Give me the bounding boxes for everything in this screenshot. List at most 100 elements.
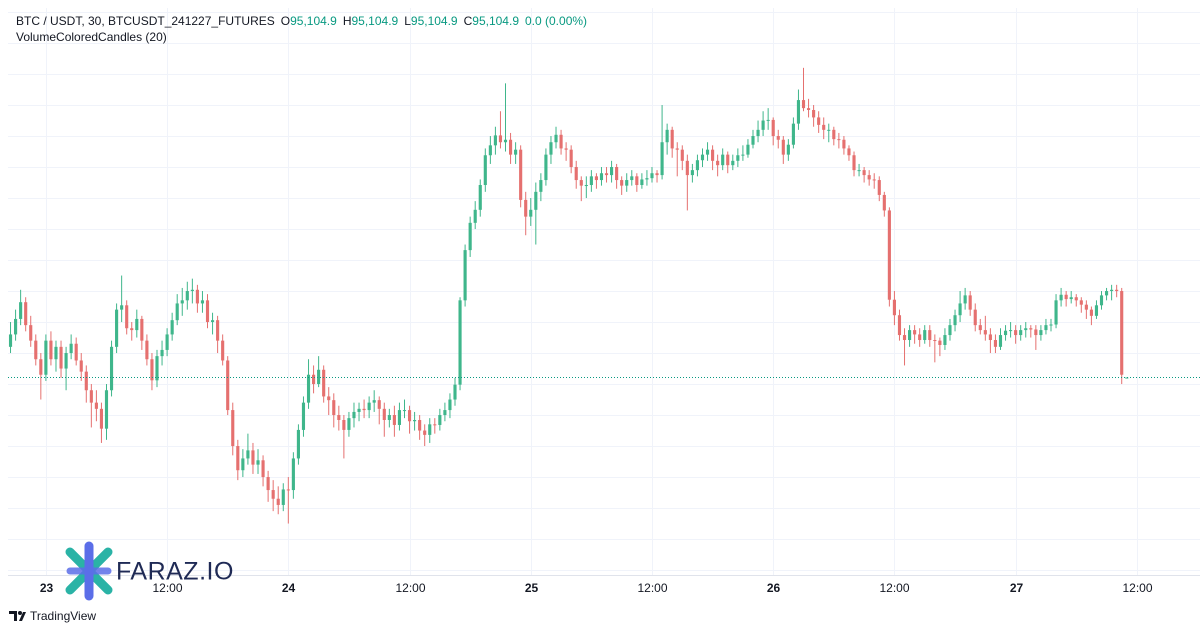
candle-body	[185, 291, 189, 301]
candle-body	[650, 173, 654, 179]
candle-body	[109, 346, 114, 391]
candle-body	[1049, 324, 1053, 326]
candle-body	[741, 154, 745, 156]
candle-body	[625, 180, 629, 186]
candle-body	[524, 199, 528, 217]
candle-body	[190, 289, 194, 292]
candle-body	[604, 173, 609, 176]
candle-body	[1069, 297, 1073, 300]
candle-body	[99, 408, 104, 429]
candle-body	[1044, 325, 1048, 331]
candle-body	[498, 135, 503, 143]
candle-body	[372, 400, 376, 403]
candle-body	[24, 302, 28, 326]
candle-body	[407, 410, 412, 422]
candle-body	[347, 418, 351, 430]
candle-body	[64, 353, 68, 369]
candle-body	[332, 400, 336, 416]
candle-body	[418, 419, 422, 431]
candle-body	[448, 399, 452, 411]
candle-body	[539, 180, 543, 192]
x-tick-label: 25	[525, 581, 539, 595]
candle-body	[610, 167, 614, 176]
watermark-logo: FARAZ.IO	[65, 541, 233, 601]
candle-body	[327, 396, 331, 401]
candle-body	[736, 155, 740, 161]
candle-body	[589, 176, 593, 186]
candle-body	[529, 209, 533, 217]
candle-body	[195, 289, 199, 304]
candle-body	[150, 359, 154, 381]
candle-body	[468, 222, 472, 251]
candle-body	[1099, 295, 1104, 306]
candle-body	[796, 100, 801, 124]
candle-body	[478, 185, 482, 210]
candle-body	[301, 402, 306, 430]
candle-body	[599, 173, 604, 181]
candle-body	[832, 129, 836, 140]
candle-body	[246, 450, 250, 459]
candle-body	[559, 134, 563, 149]
candle-body	[665, 129, 669, 143]
candle-body	[680, 149, 684, 161]
candle-body	[135, 318, 139, 331]
candle-body	[963, 295, 967, 304]
candle-body	[367, 402, 371, 411]
ohlc-value: 95,104.9	[351, 14, 399, 28]
candle-body	[155, 356, 159, 381]
candle-body	[175, 303, 179, 321]
candle-body	[241, 458, 245, 471]
candle-body	[14, 318, 18, 335]
candle-body	[1039, 330, 1043, 336]
candle-body	[771, 119, 775, 137]
candle-body	[781, 139, 785, 155]
candle-body	[923, 330, 927, 341]
candle-body	[943, 335, 947, 345]
candle-body	[69, 343, 73, 354]
candle-body	[1089, 309, 1093, 316]
candle-body	[812, 109, 816, 118]
candle-body	[685, 160, 689, 176]
x-tick-label: 27	[1010, 581, 1024, 595]
candle-body	[104, 390, 109, 429]
candle-body	[549, 142, 553, 155]
candle-body	[226, 360, 230, 411]
time-axis: 23 12:00 24 12:00 25 12:00 26 12:00 27 12:00	[40, 581, 1153, 595]
candle-body	[89, 390, 93, 403]
candle-body	[352, 411, 356, 419]
ohlc-key: O	[280, 14, 291, 28]
candle-body	[165, 334, 169, 350]
candle-body	[1104, 291, 1109, 296]
candle-body	[1084, 304, 1088, 310]
candle-body	[443, 410, 447, 416]
candle-body	[382, 408, 386, 420]
candle-body	[180, 300, 184, 304]
indicator: VolumeColoredCandles (20)	[16, 30, 167, 44]
candle-body	[39, 359, 43, 375]
candle-body	[817, 117, 821, 125]
candle-body	[695, 160, 700, 171]
candle-body	[276, 498, 280, 505]
candle-body	[872, 179, 876, 181]
candle-body	[1094, 305, 1099, 316]
candle-body	[998, 335, 1003, 347]
candle-body	[79, 360, 83, 372]
candle-body	[968, 295, 972, 310]
ohlc-value: 95,104.9	[410, 14, 458, 28]
candle-body	[584, 185, 588, 187]
candle-body	[1125, 377, 1129, 379]
candle-body	[776, 136, 780, 140]
candle-body	[519, 149, 523, 200]
candle-body	[574, 167, 578, 181]
candle-body	[908, 330, 912, 341]
candle-body	[256, 460, 260, 465]
candle-body	[115, 309, 119, 347]
x-tick-label: 12:00	[1122, 581, 1152, 595]
candle-body	[312, 374, 316, 385]
candle-body	[483, 155, 487, 186]
candle-body	[291, 458, 295, 491]
candle-body	[1074, 297, 1078, 301]
candle-body	[397, 410, 402, 425]
